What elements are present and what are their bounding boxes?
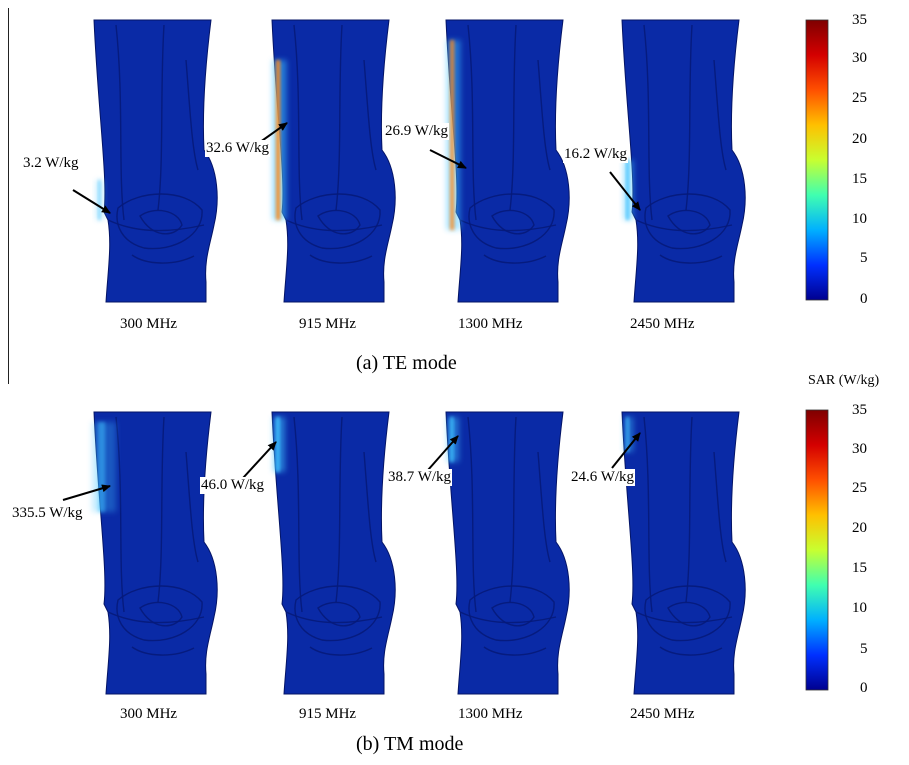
arrow-tm-915 bbox=[242, 441, 277, 479]
colorbar-bottom-tick: 35 bbox=[852, 402, 867, 418]
colorbar-top-tick: 5 bbox=[860, 250, 868, 266]
arrow-te-2450 bbox=[609, 171, 641, 211]
annotation-tm-2450: 24.6 W/kg bbox=[570, 469, 636, 486]
divider-line bbox=[8, 8, 9, 384]
leg-model-tm-0 bbox=[92, 411, 218, 695]
freq-label-te-915: 915 MHz bbox=[299, 316, 357, 332]
colorbar-top-tick: 30 bbox=[852, 50, 867, 66]
leg-model-te-1 bbox=[271, 19, 396, 303]
annotation-tm-1300: 38.7 W/kg bbox=[387, 469, 453, 486]
colorbar-top-tick: 0 bbox=[860, 291, 868, 307]
colorbar-bottom-tick: 25 bbox=[852, 480, 867, 496]
arrow-tm-1300 bbox=[427, 435, 459, 471]
freq-label-te-1300: 1300 MHz bbox=[458, 316, 523, 332]
colorbar-bottom-tick: 5 bbox=[860, 641, 868, 657]
colorbar-unit-label: SAR (W/kg) bbox=[808, 373, 880, 388]
leg-model-tm-3 bbox=[621, 411, 746, 695]
colorbar-bottom-tick: 20 bbox=[852, 520, 867, 536]
arrow-tm-300 bbox=[62, 484, 111, 501]
freq-label-tm-1300: 1300 MHz bbox=[458, 706, 523, 722]
arrow-te-300 bbox=[72, 189, 111, 214]
leg-model-tm-2 bbox=[445, 411, 570, 695]
caption-tm-mode: (b) TM mode bbox=[356, 733, 464, 755]
colorbar-top-tick: 25 bbox=[852, 90, 867, 106]
colorbar-top-tick: 15 bbox=[852, 171, 867, 187]
freq-label-tm-2450: 2450 MHz bbox=[630, 706, 695, 722]
freq-label-tm-300: 300 MHz bbox=[120, 706, 178, 722]
freq-label-te-300: 300 MHz bbox=[120, 316, 178, 332]
annotation-tm-300: 335.5 W/kg bbox=[11, 505, 84, 522]
colorbar-bottom-tick: 30 bbox=[852, 441, 867, 457]
annotation-te-300: 3.2 W/kg bbox=[22, 155, 80, 172]
freq-label-tm-915: 915 MHz bbox=[299, 706, 357, 722]
leg-model-te-2 bbox=[445, 19, 570, 303]
colorbar-bottom-tick: 15 bbox=[852, 560, 867, 576]
colorbar-top-tick: 10 bbox=[852, 211, 867, 227]
colorbar-top-tick: 35 bbox=[852, 12, 867, 28]
caption-te-mode: (a) TE mode bbox=[356, 352, 457, 374]
annotation-tm-915: 46.0 W/kg bbox=[200, 477, 266, 494]
colorbar-bottom-tick: 0 bbox=[860, 680, 868, 696]
colorbar-top-tick: 20 bbox=[852, 131, 867, 147]
annotation-te-1300: 26.9 W/kg bbox=[384, 123, 450, 140]
colorbar-tm bbox=[805, 409, 829, 691]
arrow-te-1300 bbox=[429, 149, 467, 169]
colorbar-bottom-tick: 10 bbox=[852, 600, 867, 616]
leg-model-te-0 bbox=[93, 19, 218, 303]
colorbar-te bbox=[805, 19, 829, 301]
leg-model-tm-1 bbox=[271, 411, 396, 695]
freq-label-te-2450: 2450 MHz bbox=[630, 316, 695, 332]
annotation-te-2450: 16.2 W/kg bbox=[563, 146, 629, 163]
annotation-te-915: 32.6 W/kg bbox=[205, 140, 271, 157]
arrow-tm-2450 bbox=[611, 432, 641, 469]
leg-model-te-3 bbox=[621, 19, 746, 303]
